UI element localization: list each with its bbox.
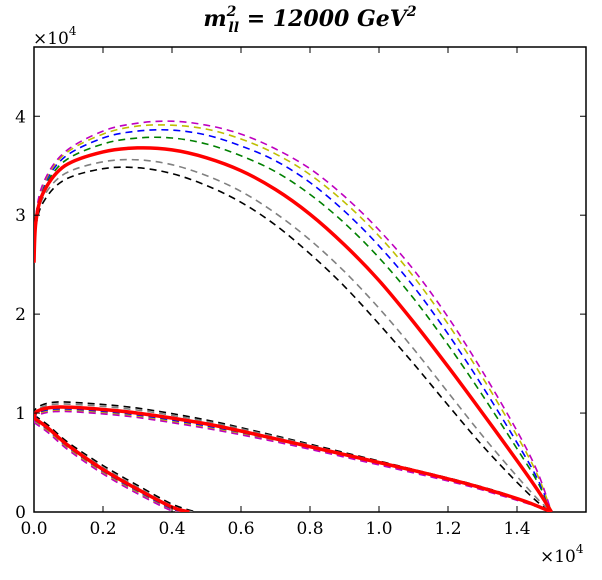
curve-olive-dashed-upper [34,124,553,512]
curve-green-dashed-upper [34,136,553,512]
y-axis-ticks: 0 1 2 3 4 [15,107,586,523]
x-tick-label: 0.2 [89,519,116,539]
x-tick-label: 0.0 [20,519,47,539]
x-tick-label: 0.4 [158,519,185,539]
x-tick-label: 0.8 [296,519,323,539]
x-axis-ticks: 0.0 0.2 0.4 0.6 0.8 1.0 1.2 1.4 [20,47,531,539]
curve-red-solid-lower [34,405,553,512]
curve-red-solid-inner [34,416,190,512]
x-axis-multiplier: ×104 [540,542,584,567]
x-tick-label: 1.0 [365,519,392,539]
curve-olive-dashed-lower [34,409,552,512]
curve-red-solid-upper [34,146,553,512]
curve-gray-dashed-upper [34,158,553,512]
curve-black-dashed-upper [34,166,552,512]
y-axis-multiplier: ×104 [33,24,77,49]
y-tick-label: 1 [15,404,26,424]
curve-blue-dashed-lower [34,408,552,512]
curve-black-dashed-inner [34,414,197,512]
x-tick-label: 0.6 [227,519,254,539]
curve-gray-dashed-lower [34,403,552,512]
curve-blue-dashed-upper [34,128,553,512]
curve-magenta-dashed-lower [34,410,552,512]
curve-gray-dashed-inner [34,416,193,512]
x-tick-label: 1.2 [434,519,461,539]
chart-title: m2 ll = 12000 GeV2 [203,4,416,36]
x-tick-label: 1.4 [503,519,530,539]
y-tick-label: 3 [15,206,26,226]
y-tick-label: 0 [15,503,26,523]
curve-black-dashed-lower [34,401,552,512]
y-tick-label: 4 [15,107,26,127]
y-tick-label: 2 [15,305,26,325]
curves-group [34,120,553,512]
curve-magenta-dashed-inner [34,421,183,512]
curve-magenta-dashed-upper [34,120,553,512]
